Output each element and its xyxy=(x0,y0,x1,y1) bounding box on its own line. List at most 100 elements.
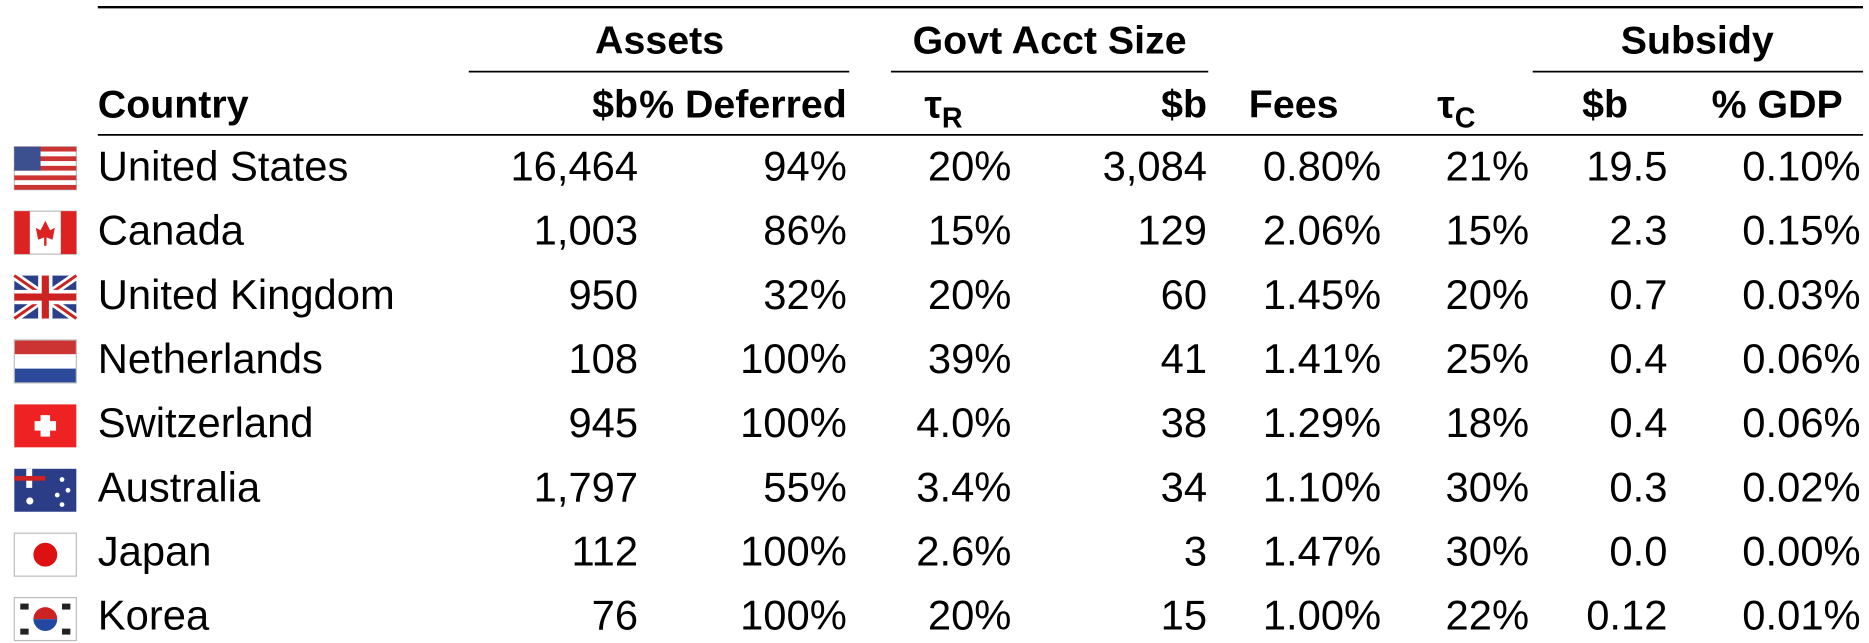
cell-value: 112 xyxy=(572,527,639,574)
country-name: Australia xyxy=(98,463,261,510)
country-name: Japan xyxy=(98,527,212,574)
cell-value: 108 xyxy=(568,335,638,382)
flag xyxy=(13,210,77,255)
flag xyxy=(13,339,77,384)
cell-value: 34 xyxy=(1161,463,1207,510)
header-label: τ xyxy=(1437,83,1455,127)
cell-value: 3,084 xyxy=(1103,142,1207,189)
column-header: τR xyxy=(924,83,963,134)
cell-value: 18% xyxy=(1446,399,1530,446)
cell-value: 1,003 xyxy=(534,207,638,254)
cell-value: 945 xyxy=(568,399,638,446)
cell-value: 0.7 xyxy=(1609,271,1667,318)
cell-value: 30% xyxy=(1446,527,1530,574)
country-name: United States xyxy=(98,142,349,189)
cell-value: 4.0% xyxy=(916,399,1011,446)
column-header: $b xyxy=(592,83,638,127)
header-label: % Deferred xyxy=(639,83,847,127)
header-label: % GDP xyxy=(1712,83,1843,127)
cell-value: 100% xyxy=(740,527,847,574)
group-header: Assets xyxy=(595,18,724,62)
cell-value: 0.06% xyxy=(1742,335,1860,382)
header-label: Fees xyxy=(1249,83,1339,127)
cell-value: 60 xyxy=(1161,271,1207,318)
country-name: Canada xyxy=(98,207,245,254)
column-header: % GDP xyxy=(1712,83,1843,127)
cell-value: 0.4 xyxy=(1609,399,1667,446)
cell-value: 3.4% xyxy=(916,463,1011,510)
cell-value: 0.03% xyxy=(1742,271,1860,318)
header-label: τ xyxy=(924,83,942,127)
flag xyxy=(13,532,77,577)
cell-value: 0.4 xyxy=(1609,335,1667,382)
cell-value: 20% xyxy=(928,142,1012,189)
cell-value: 2.06% xyxy=(1263,207,1381,254)
cell-value: 41 xyxy=(1161,335,1207,382)
header-subscript: C xyxy=(1455,102,1476,134)
cell-value: 21% xyxy=(1446,142,1530,189)
cell-value: 20% xyxy=(928,592,1012,639)
column-header: $b xyxy=(1582,83,1628,127)
cell-value: 22% xyxy=(1446,592,1530,639)
cell-value: 1.00% xyxy=(1263,592,1381,639)
country-name: United Kingdom xyxy=(98,271,395,318)
group-header: Govt Acct Size xyxy=(913,18,1187,62)
cell-value: 38 xyxy=(1161,399,1207,446)
cell-value: 39% xyxy=(928,335,1012,382)
cell-value: 0.00% xyxy=(1742,527,1860,574)
cell-value: 0.02% xyxy=(1742,463,1860,510)
cell-value: 2.6% xyxy=(916,527,1011,574)
cell-value: 15 xyxy=(1161,592,1207,639)
cell-value: 16,464 xyxy=(510,142,638,189)
header-label: $b xyxy=(592,83,638,127)
cell-value: 25% xyxy=(1446,335,1530,382)
cell-value: 0.3 xyxy=(1609,463,1667,510)
column-header: τC xyxy=(1437,83,1475,134)
cell-value: 76 xyxy=(592,592,638,639)
cell-value: 1.29% xyxy=(1263,399,1381,446)
column-header: Country xyxy=(98,83,249,127)
cell-value: 20% xyxy=(928,271,1012,318)
country-name: Netherlands xyxy=(98,335,323,382)
cell-value: 86% xyxy=(763,207,847,254)
cell-value: 100% xyxy=(740,399,847,446)
cell-value: 0.10% xyxy=(1742,142,1860,189)
cell-value: 15% xyxy=(928,207,1012,254)
flag xyxy=(14,404,77,448)
cell-value: 32% xyxy=(763,271,847,318)
cell-value: 1.47% xyxy=(1263,527,1381,574)
column-header: % Deferred xyxy=(639,83,847,127)
flag xyxy=(14,468,77,512)
cell-value: 950 xyxy=(568,271,638,318)
header-subscript: R xyxy=(942,102,963,134)
cell-value: 0.12 xyxy=(1586,592,1667,639)
flag xyxy=(11,272,79,322)
header-label: $b xyxy=(1161,83,1207,127)
cell-value: 100% xyxy=(740,335,847,382)
cell-value: 3 xyxy=(1184,527,1207,574)
cell-value: 94% xyxy=(763,142,847,189)
flags xyxy=(11,146,79,642)
header-label: $b xyxy=(1582,83,1628,127)
group-header: Subsidy xyxy=(1621,18,1774,62)
cell-value: 0.06% xyxy=(1742,399,1860,446)
country-name: Switzerland xyxy=(98,399,314,446)
cell-value: 55% xyxy=(763,463,847,510)
cell-value: 19.5 xyxy=(1586,142,1667,189)
cell-value: 0.01% xyxy=(1742,592,1860,639)
cell-value: 1,797 xyxy=(534,463,638,510)
header-label: Country xyxy=(98,83,249,127)
cell-value: 1.10% xyxy=(1263,463,1381,510)
cell-value: 0.15% xyxy=(1742,207,1860,254)
cell-value: 15% xyxy=(1446,207,1530,254)
cell-value: 1.45% xyxy=(1263,271,1381,318)
cell-value: 30% xyxy=(1446,463,1530,510)
column-header: Fees xyxy=(1249,83,1339,127)
cell-value: 1.41% xyxy=(1263,335,1381,382)
cell-value: 0.80% xyxy=(1263,142,1381,189)
flag xyxy=(13,597,77,642)
cell-value: 0.0 xyxy=(1609,527,1667,574)
flag xyxy=(13,146,77,191)
